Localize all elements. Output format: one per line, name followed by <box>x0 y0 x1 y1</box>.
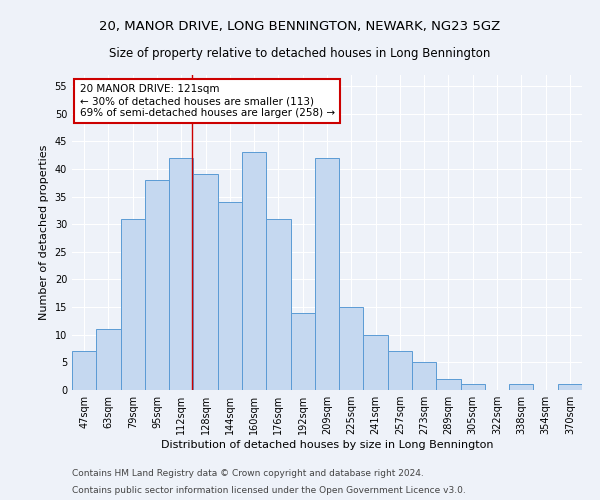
Bar <box>145 180 169 390</box>
Bar <box>315 158 339 390</box>
Bar <box>461 384 485 390</box>
Bar <box>121 218 145 390</box>
Bar <box>509 384 533 390</box>
Bar <box>72 352 96 390</box>
Bar <box>436 379 461 390</box>
Bar <box>169 158 193 390</box>
Y-axis label: Number of detached properties: Number of detached properties <box>39 145 49 320</box>
Bar <box>558 384 582 390</box>
Text: Contains public sector information licensed under the Open Government Licence v3: Contains public sector information licen… <box>72 486 466 495</box>
Bar <box>266 218 290 390</box>
Text: 20, MANOR DRIVE, LONG BENNINGTON, NEWARK, NG23 5GZ: 20, MANOR DRIVE, LONG BENNINGTON, NEWARK… <box>100 20 500 33</box>
Bar <box>364 334 388 390</box>
Text: Size of property relative to detached houses in Long Bennington: Size of property relative to detached ho… <box>109 48 491 60</box>
Bar <box>290 312 315 390</box>
Bar <box>242 152 266 390</box>
Bar <box>339 307 364 390</box>
Bar <box>388 352 412 390</box>
X-axis label: Distribution of detached houses by size in Long Bennington: Distribution of detached houses by size … <box>161 440 493 450</box>
Bar <box>96 329 121 390</box>
Bar <box>412 362 436 390</box>
Text: 20 MANOR DRIVE: 121sqm
← 30% of detached houses are smaller (113)
69% of semi-de: 20 MANOR DRIVE: 121sqm ← 30% of detached… <box>80 84 335 117</box>
Bar <box>218 202 242 390</box>
Bar <box>193 174 218 390</box>
Text: Contains HM Land Registry data © Crown copyright and database right 2024.: Contains HM Land Registry data © Crown c… <box>72 468 424 477</box>
